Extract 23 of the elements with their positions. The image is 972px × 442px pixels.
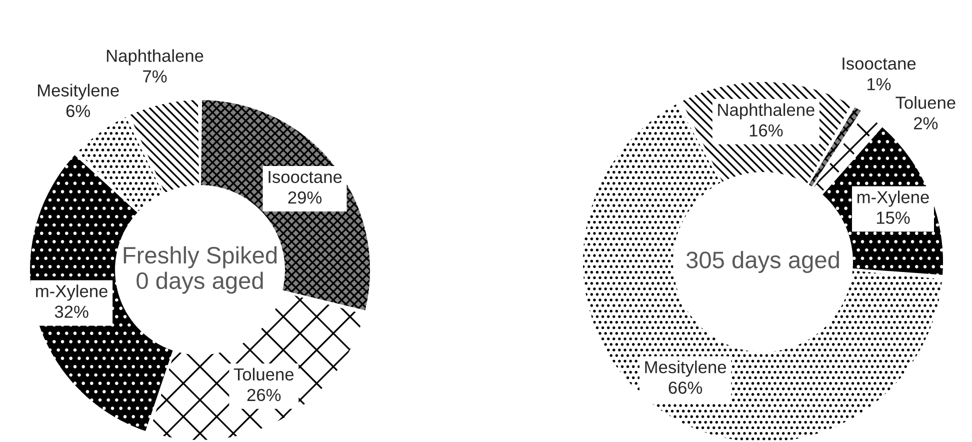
data-label: 15% <box>876 212 910 224</box>
data-label: 29% <box>288 191 322 204</box>
slice-label: Toluene <box>896 96 956 109</box>
slice-label: Naphthalene <box>718 103 814 120</box>
slice-label: Mesitylene <box>645 360 726 377</box>
text: Freshly Spiked 0 days aged <box>124 246 277 294</box>
slice-label: m-Xylene <box>857 190 929 207</box>
data-label: 26% <box>247 388 281 402</box>
slice-label: Naphthalene <box>106 49 204 66</box>
donut-slice <box>78 117 163 212</box>
data-label: 32% <box>54 306 88 318</box>
data-label: 2% <box>914 117 938 130</box>
data-label: 16% <box>750 124 783 137</box>
data-label: 66% <box>668 382 702 394</box>
data-label: 6% <box>66 104 90 118</box>
data-label: 1% <box>867 78 891 90</box>
slice-label: Toluene <box>234 368 294 381</box>
slice-label: Isooctane <box>268 170 342 184</box>
slice-label: Mesitylene <box>38 84 119 100</box>
slice-label: m-Xylene <box>36 284 108 301</box>
text: 305 days aged <box>686 250 839 274</box>
slice-label: Isooctane <box>842 58 916 70</box>
data-label: 7% <box>143 70 167 82</box>
